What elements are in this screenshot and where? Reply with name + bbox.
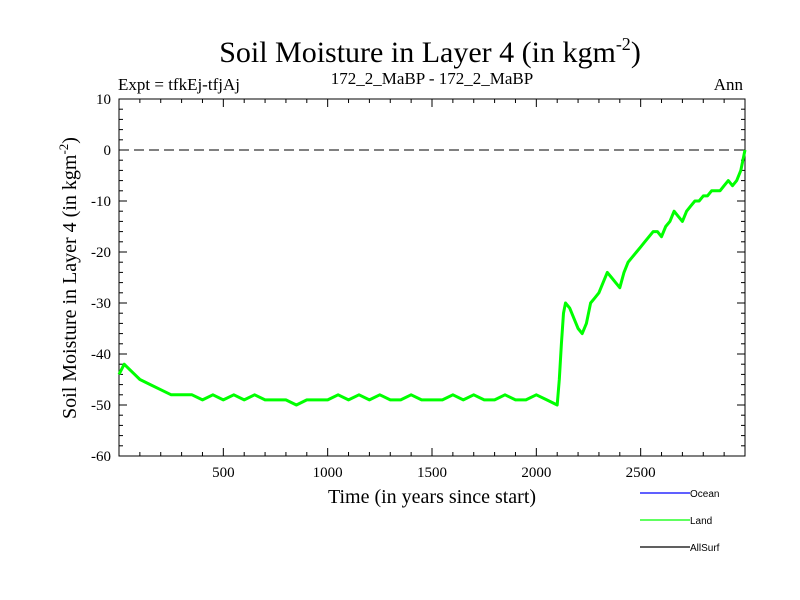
series-layer bbox=[117, 149, 747, 407]
y-tick-label: -20 bbox=[91, 245, 111, 261]
season-label: Ann bbox=[714, 75, 744, 94]
legend-label-land: Land bbox=[690, 516, 712, 527]
plot-frame bbox=[118, 98, 746, 457]
legend: Ocean Land AllSurf bbox=[640, 489, 720, 554]
series-line-land bbox=[117, 149, 747, 407]
y-tick-label: -60 bbox=[91, 449, 111, 465]
y-tick-label: 0 bbox=[104, 143, 112, 159]
x-tick-label: 500 bbox=[212, 465, 235, 481]
period-label: 172_2_MaBP - 172_2_MaBP bbox=[331, 69, 533, 88]
y-tick-label: -40 bbox=[91, 347, 111, 363]
y-tick-label: -50 bbox=[91, 398, 111, 414]
y-axis-label: Soil Moisture in Layer 4 (in kgm-2) bbox=[56, 137, 81, 419]
x-axis: 500 1000 1500 2000 2500 bbox=[139, 99, 725, 481]
y-tick-label: 10 bbox=[96, 92, 111, 108]
chart-title: Soil Moisture in Layer 4 (in kgm-2) bbox=[219, 34, 641, 69]
experiment-label: Expt = tfkEj-tfjAj bbox=[118, 75, 240, 94]
y-axis: 10 0 -10 -20 -30 -40 -50 -60 bbox=[91, 92, 745, 465]
x-tick-label: 2500 bbox=[626, 465, 656, 481]
y-tick-label: -10 bbox=[91, 194, 111, 210]
x-tick-label: 1500 bbox=[417, 465, 447, 481]
y-tick-label: -30 bbox=[91, 296, 111, 312]
legend-label-ocean: Ocean bbox=[690, 489, 719, 500]
x-tick-label: 2000 bbox=[521, 465, 551, 481]
x-axis-label: Time (in years since start) bbox=[328, 486, 536, 508]
x-tick-label: 1000 bbox=[313, 465, 343, 481]
legend-label-allsurf: AllSurf bbox=[690, 543, 720, 554]
